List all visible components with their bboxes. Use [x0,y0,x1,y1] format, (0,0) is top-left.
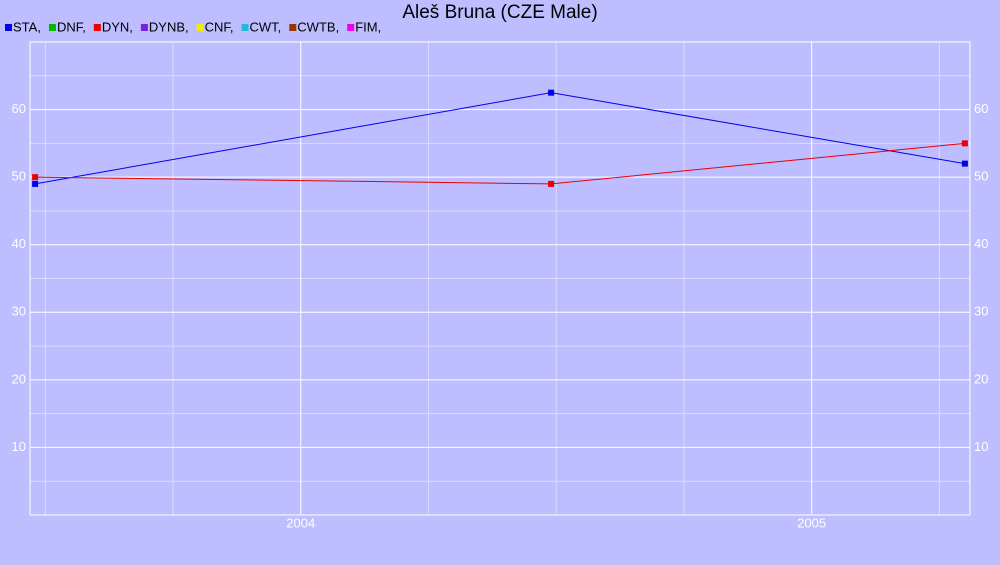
data-point [548,89,555,96]
legend-swatch [347,24,355,31]
y2-tick-label: 40 [974,236,988,251]
plot-frame [29,41,971,516]
y2-tick-label: 60 [974,101,988,116]
y-tick-label: 40 [12,236,26,251]
chart-title: Aleš Bruna (CZE Male) [402,2,597,23]
legend-swatch [289,24,297,31]
y-tick-label: 10 [12,439,26,454]
legend-label: STA, [13,19,41,34]
legend-label: DYNB, [149,19,189,34]
legend-swatch [93,24,101,31]
y2-tick-label: 20 [974,371,988,386]
y-tick-label: 50 [12,169,26,184]
y-tick-label: 20 [12,371,26,386]
legend-label: CNF, [205,19,234,34]
y2-tick-label: 10 [974,439,988,454]
y2-tick-label: 30 [974,304,988,319]
legend-label: DYN, [102,19,133,34]
legend-swatch [196,24,204,31]
legend-swatch [241,24,249,31]
legend-swatch [48,24,56,31]
data-point [548,180,555,187]
legend-label: CWT, [250,19,282,34]
legend-label: CWTB, [297,19,339,34]
x-tick-label: 2005 [797,515,826,530]
data-point [32,174,39,181]
legend-label: DNF, [57,19,86,34]
data-point [32,180,39,187]
y-tick-label: 30 [12,304,26,319]
x-tick-label: 2004 [286,515,315,530]
y-tick-label: 60 [12,101,26,116]
legend-label: FIM, [355,19,381,34]
data-point [961,160,968,167]
legend-swatch [5,24,12,31]
y2-tick-label: 50 [974,169,988,184]
data-point [961,140,968,147]
legend-swatch [140,24,148,31]
